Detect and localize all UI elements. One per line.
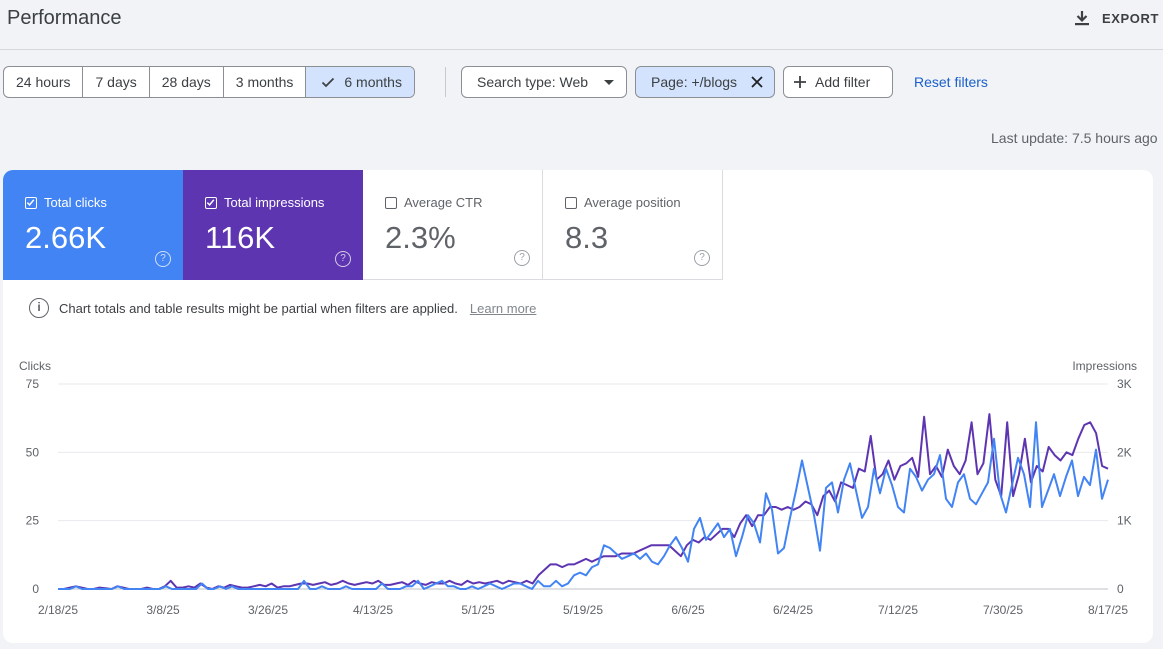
checkbox-checked-icon[interactable]: [205, 196, 217, 209]
series-line-impressions: [58, 413, 1109, 590]
caret-down-icon: [604, 80, 614, 85]
y-tick-left: 25: [26, 514, 40, 528]
check-icon: [322, 77, 335, 88]
search-type-label: Search type: Web: [477, 74, 589, 90]
y-tick-right: 3K: [1117, 377, 1132, 391]
range-7-days[interactable]: 7 days: [83, 67, 150, 97]
x-tick-label: 7/12/25: [878, 603, 918, 617]
x-tick-label: 3/26/25: [248, 603, 288, 617]
x-tick-label: 5/1/25: [461, 603, 495, 617]
x-tick-label: 5/19/25: [563, 603, 603, 617]
range-6-months-label: 6 months: [344, 74, 402, 90]
help-icon[interactable]: ?: [694, 250, 710, 266]
download-icon: [1074, 11, 1089, 26]
page-filter-label: Page: +/blogs: [651, 74, 738, 90]
metric-total-impressions[interactable]: Total impressions 116K ?: [183, 170, 363, 280]
metric-value: 2.66K: [25, 220, 107, 255]
metric-label: Average position: [584, 195, 681, 210]
help-icon[interactable]: ?: [335, 251, 351, 267]
checkbox-checked-icon[interactable]: [25, 196, 37, 209]
metric-total-clicks[interactable]: Total clicks 2.66K ?: [3, 170, 183, 280]
checkbox-unchecked-icon[interactable]: [385, 196, 397, 209]
notice-text: Chart totals and table results might be …: [59, 300, 458, 316]
x-tick-label: 3/8/25: [146, 603, 180, 617]
reset-filters-link[interactable]: Reset filters: [914, 74, 988, 90]
x-tick-label: 6/6/25: [671, 603, 705, 617]
checkbox-unchecked-icon[interactable]: [565, 196, 577, 209]
metric-average-position[interactable]: Average position 8.3 ?: [543, 170, 723, 280]
metric-value: 2.3%: [385, 220, 456, 255]
date-range-selector: 24 hours 7 days 28 days 3 months 6 month…: [3, 66, 415, 98]
top-bar: Performance EXPORT: [0, 0, 1163, 50]
performance-chart: Clicks Impressions 75 50 25 0 3K 2K 1K 0 2/18/…: [19, 359, 1137, 617]
y-tick-right: 2K: [1117, 445, 1132, 459]
y-tick-left: 0: [32, 582, 39, 596]
learn-more-link[interactable]: Learn more: [469, 300, 537, 316]
metric-label: Average CTR: [404, 195, 483, 210]
y-tick-left: 75: [26, 377, 40, 391]
add-filter-label: Add filter: [815, 74, 871, 90]
metric-value: 116K: [205, 220, 276, 255]
metric-label: Total impressions: [224, 195, 325, 210]
export-label: EXPORT: [1101, 10, 1159, 26]
series-line-clicks: [58, 421, 1109, 590]
partial-data-notice: i Chart totals and table results might b…: [29, 298, 536, 318]
y-tick-left: 50: [26, 445, 40, 459]
export-button[interactable]: EXPORT: [1072, 6, 1159, 30]
x-tick-label: 6/24/25: [773, 603, 813, 617]
metric-label: Total clicks: [44, 195, 107, 210]
metric-value: 8.3: [565, 220, 609, 255]
x-tick-label: 4/13/25: [353, 603, 393, 617]
left-axis-title: Clicks: [19, 359, 51, 373]
last-update-text: Last update: 7.5 hours ago: [991, 130, 1158, 146]
page-filter-chip[interactable]: Page: +/blogs: [635, 66, 775, 98]
plus-icon: [794, 76, 806, 88]
help-icon[interactable]: ?: [514, 250, 530, 266]
search-type-dropdown[interactable]: Search type: Web: [461, 66, 627, 98]
range-6-months[interactable]: 6 months: [306, 67, 414, 97]
y-tick-right: 0: [1117, 582, 1124, 596]
range-3-months[interactable]: 3 months: [224, 67, 307, 97]
page-title: Performance: [7, 7, 122, 29]
x-tick-label: 7/30/25: [983, 603, 1023, 617]
performance-card: Total clicks 2.66K ? Total impressions 1…: [3, 170, 1153, 643]
toolbar-divider: [445, 67, 446, 97]
close-icon[interactable]: [750, 75, 764, 89]
x-tick-label: 8/17/25: [1088, 603, 1128, 617]
y-tick-right: 1K: [1117, 514, 1132, 528]
add-filter-button[interactable]: Add filter: [783, 66, 893, 98]
metric-average-ctr[interactable]: Average CTR 2.3% ?: [363, 170, 543, 280]
right-axis-title: Impressions: [1072, 359, 1137, 373]
help-icon[interactable]: ?: [155, 251, 171, 267]
info-icon: i: [29, 298, 49, 318]
range-28-days[interactable]: 28 days: [150, 67, 224, 97]
range-24-hours[interactable]: 24 hours: [4, 67, 84, 97]
x-tick-label: 2/18/25: [38, 603, 78, 617]
